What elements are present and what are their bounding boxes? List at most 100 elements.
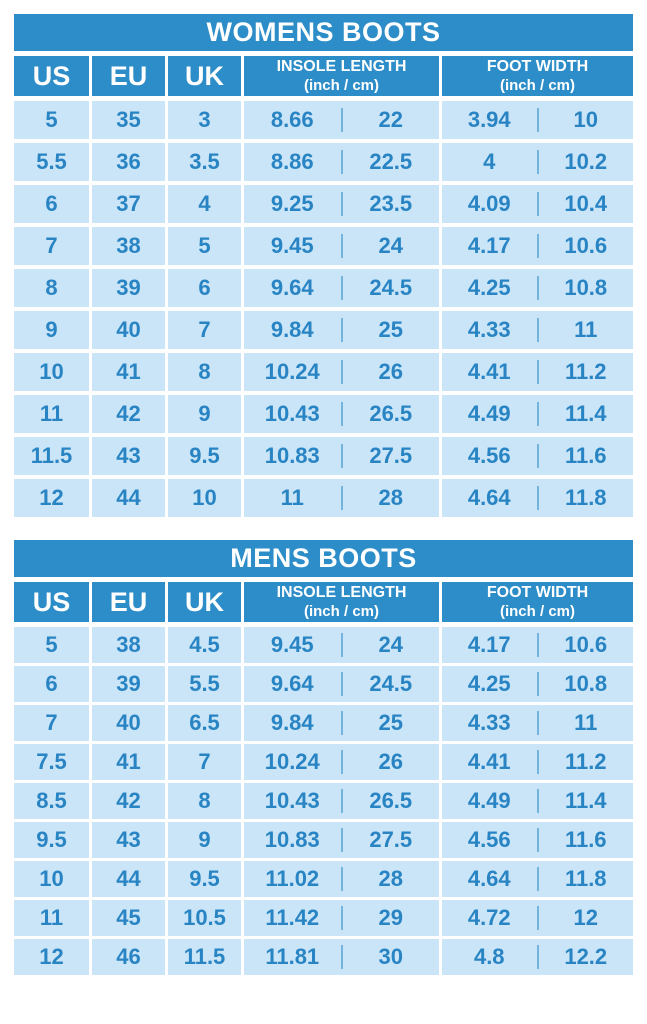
eu-size-cell: 43 — [92, 822, 165, 858]
insole-length-cell: 10.83 27.5 — [244, 437, 439, 475]
insole-length-cell: 9.25 23.5 — [244, 185, 439, 223]
insole-length-cell: 11.42 29 — [244, 900, 439, 936]
uk-size-cell: 5.5 — [168, 666, 241, 702]
us-size-cell: 5.5 — [14, 143, 89, 181]
column-header-us: US — [14, 582, 89, 622]
table-row: 6 39 5.5 9.64 24.5 4.25 10.8 — [14, 666, 633, 702]
cm-value: 11 — [574, 317, 598, 342]
cm-value: 22 — [378, 107, 403, 132]
table-row: 11 42 9 10.43 26.5 4.49 11.4 — [14, 395, 633, 433]
foot-width-cell: 4.17 10.6 — [442, 227, 633, 265]
insole-length-cell: 9.45 24 — [244, 227, 439, 265]
cell-divider — [536, 672, 539, 696]
inch-value: 10.24 — [264, 359, 320, 384]
column-header-label: FOOT WIDTH — [486, 58, 589, 76]
cell-divider — [340, 401, 343, 427]
cm-value: 11.4 — [564, 401, 607, 426]
cell-divider — [536, 107, 539, 133]
inch-value: 10.43 — [264, 788, 320, 813]
inch-value: 9.84 — [270, 317, 314, 342]
cell-divider — [536, 317, 539, 343]
table-row: 7 40 6.5 9.84 25 4.33 11 — [14, 705, 633, 741]
us-size-cell: 9 — [14, 311, 89, 349]
cm-value: 24.5 — [369, 275, 413, 300]
inch-value: 4.41 — [467, 749, 511, 774]
inch-value: 4.72 — [467, 905, 511, 930]
cell-divider — [340, 359, 343, 385]
us-size-cell: 8.5 — [14, 783, 89, 819]
cm-value: 26 — [378, 359, 403, 384]
column-header-units: (inch / cm) — [303, 76, 379, 94]
inch-value: 4.8 — [473, 944, 505, 969]
eu-size-cell: 35 — [92, 101, 165, 139]
us-size-cell: 8 — [14, 269, 89, 307]
mens-boots-table: MENS BOOTS US EU UK INSOLE LENGTH (inch … — [14, 540, 633, 975]
womens-boots-table: WOMENS BOOTS US EU UK INSOLE LENGTH (inc… — [14, 14, 633, 517]
inch-value: 4.09 — [467, 191, 511, 216]
cm-value: 25 — [378, 317, 403, 342]
us-size-cell: 11 — [14, 395, 89, 433]
inch-value: 11.81 — [265, 944, 320, 969]
foot-width-cell: 4.8 12.2 — [442, 939, 633, 975]
insole-length-cell: 11 28 — [244, 479, 439, 517]
cell-divider — [340, 906, 343, 930]
us-size-cell: 6 — [14, 666, 89, 702]
cell-divider — [536, 443, 539, 469]
column-header-units: (inch / cm) — [499, 76, 575, 94]
cm-value: 25 — [378, 710, 403, 735]
uk-size-cell: 3.5 — [168, 143, 241, 181]
cell-divider — [340, 633, 343, 657]
inch-value: 4 — [483, 149, 496, 174]
column-header-uk: UK — [168, 582, 241, 622]
column-header-us: US — [14, 56, 89, 96]
cm-value: 30 — [378, 944, 403, 969]
table-title: MENS BOOTS — [14, 540, 633, 577]
eu-size-cell: 45 — [92, 900, 165, 936]
table-row: 5 38 4.5 9.45 24 4.17 10.6 — [14, 627, 633, 663]
insole-length-cell: 9.45 24 — [244, 627, 439, 663]
cm-value: 10.8 — [564, 671, 608, 696]
cell-divider — [340, 233, 343, 259]
us-size-cell: 7.5 — [14, 744, 89, 780]
inch-value: 10.83 — [264, 827, 320, 852]
cell-divider — [340, 275, 343, 301]
uk-size-cell: 7 — [168, 311, 241, 349]
cm-value: 27.5 — [369, 443, 413, 468]
insole-length-cell: 10.24 26 — [244, 744, 439, 780]
cell-divider — [340, 750, 343, 774]
foot-width-cell: 4.33 11 — [442, 705, 633, 741]
column-header-eu: EU — [92, 582, 165, 622]
inch-value: 4.49 — [467, 401, 511, 426]
cm-value: 23.5 — [369, 191, 413, 216]
insole-length-cell: 11.81 30 — [244, 939, 439, 975]
cell-divider — [536, 633, 539, 657]
cell-divider — [340, 191, 343, 217]
us-size-cell: 6 — [14, 185, 89, 223]
us-size-cell: 12 — [14, 939, 89, 975]
table-body: 5 35 3 8.66 22 3.94 10 5.5 36 3.5 8.86 22.5 4 10.2 6 37… — [14, 101, 633, 517]
inch-value: 4.25 — [467, 275, 511, 300]
cm-value: 28 — [378, 866, 403, 891]
cm-value: 22.5 — [369, 149, 413, 174]
eu-size-cell: 41 — [92, 744, 165, 780]
table-row: 12 46 11.5 11.81 30 4.8 12.2 — [14, 939, 633, 975]
inch-value: 3.94 — [467, 107, 511, 132]
cell-divider — [340, 945, 343, 969]
insole-length-cell: 8.66 22 — [244, 101, 439, 139]
table-row: 9.5 43 9 10.83 27.5 4.56 11.6 — [14, 822, 633, 858]
inch-value: 4.64 — [467, 485, 511, 510]
foot-width-cell: 4.49 11.4 — [442, 783, 633, 819]
cell-divider — [536, 275, 539, 301]
table-body: 5 38 4.5 9.45 24 4.17 10.6 6 39 5.5 9.64 24.5 4.25 10… — [14, 627, 633, 975]
inch-value: 9.64 — [270, 671, 314, 696]
uk-size-cell: 4 — [168, 185, 241, 223]
table-row: 8 39 6 9.64 24.5 4.25 10.8 — [14, 269, 633, 307]
inch-value: 9.84 — [270, 710, 314, 735]
insole-length-cell: 10.43 26.5 — [244, 395, 439, 433]
cm-value: 12 — [573, 905, 598, 930]
cell-divider — [536, 401, 539, 427]
uk-size-cell: 8 — [168, 353, 241, 391]
foot-width-cell: 4.41 11.2 — [442, 744, 633, 780]
cm-value: 10.6 — [564, 233, 608, 258]
foot-width-cell: 4.64 11.8 — [442, 479, 633, 517]
